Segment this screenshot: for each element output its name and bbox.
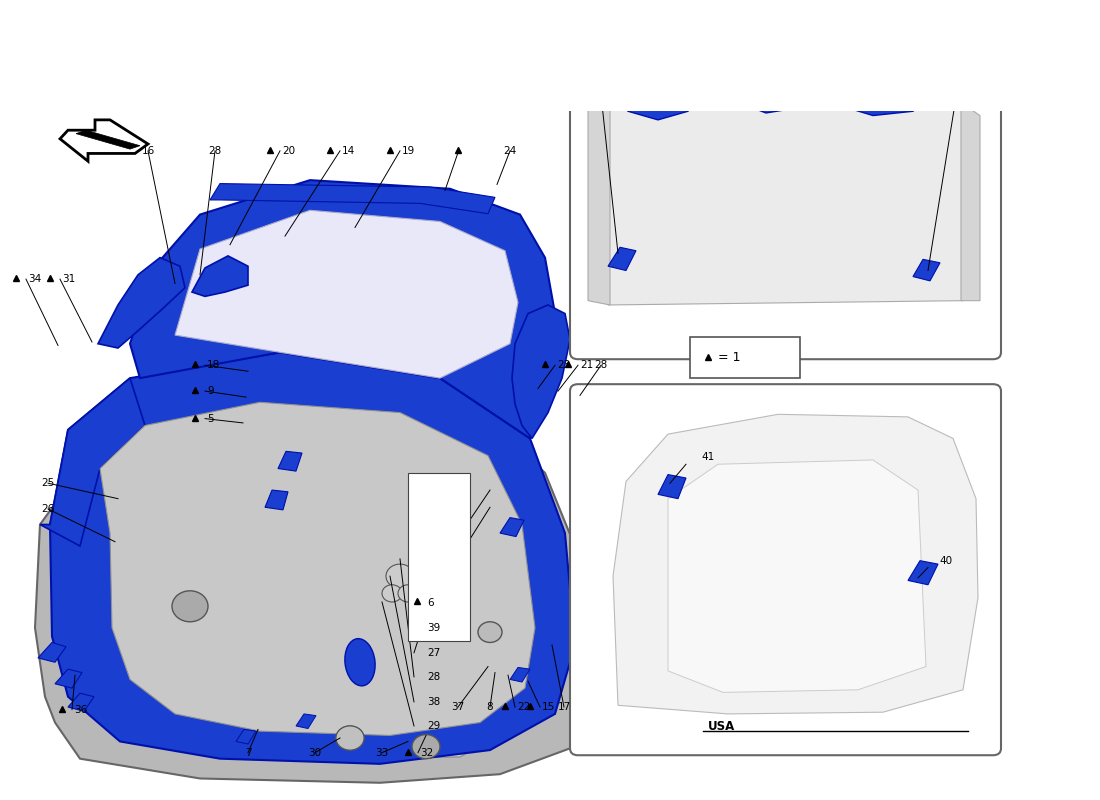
FancyBboxPatch shape	[408, 473, 470, 641]
Text: 8: 8	[486, 702, 493, 712]
Text: 26: 26	[42, 504, 55, 514]
Polygon shape	[588, 42, 610, 305]
Polygon shape	[913, 259, 940, 281]
Text: 38: 38	[427, 697, 440, 707]
Polygon shape	[500, 518, 524, 537]
Polygon shape	[100, 402, 535, 735]
Text: 29: 29	[427, 721, 440, 731]
FancyBboxPatch shape	[690, 337, 800, 378]
Text: 18: 18	[207, 360, 220, 370]
Polygon shape	[961, 102, 980, 301]
Polygon shape	[175, 210, 518, 378]
Text: 17: 17	[558, 702, 571, 712]
Polygon shape	[638, 78, 658, 107]
Text: 16: 16	[142, 146, 155, 156]
Text: 14: 14	[342, 146, 355, 156]
Ellipse shape	[345, 638, 375, 686]
Text: 41: 41	[702, 452, 715, 462]
Polygon shape	[510, 667, 530, 682]
Polygon shape	[236, 730, 256, 744]
Circle shape	[398, 585, 418, 602]
Circle shape	[386, 564, 414, 588]
Text: 24: 24	[504, 146, 517, 156]
Text: 20: 20	[282, 146, 295, 156]
Text: 22: 22	[517, 702, 530, 712]
Polygon shape	[80, 456, 535, 758]
Circle shape	[172, 590, 208, 622]
Text: 39: 39	[427, 623, 440, 633]
Polygon shape	[55, 669, 82, 688]
Polygon shape	[296, 714, 316, 729]
Text: 9: 9	[207, 386, 213, 396]
Polygon shape	[60, 120, 148, 161]
Circle shape	[382, 585, 402, 602]
Polygon shape	[50, 352, 575, 764]
Text: 5: 5	[207, 414, 213, 424]
Text: 28: 28	[427, 672, 440, 682]
Polygon shape	[68, 694, 94, 711]
Polygon shape	[668, 460, 926, 692]
Text: 15: 15	[542, 702, 556, 712]
Polygon shape	[613, 414, 978, 714]
Text: = 1: = 1	[718, 351, 740, 364]
Polygon shape	[848, 62, 873, 98]
Polygon shape	[512, 305, 570, 438]
Polygon shape	[658, 474, 686, 498]
Text: a passion for cars since 1985: a passion for cars since 1985	[180, 534, 440, 653]
Text: 21: 21	[580, 360, 593, 370]
Polygon shape	[39, 642, 66, 662]
Text: 34: 34	[28, 274, 42, 284]
Text: 32: 32	[420, 748, 433, 758]
Polygon shape	[76, 130, 140, 149]
Text: 28: 28	[594, 360, 607, 370]
Polygon shape	[210, 183, 495, 214]
Polygon shape	[40, 378, 145, 546]
Polygon shape	[278, 451, 303, 471]
Text: 33: 33	[375, 748, 388, 758]
Text: 6: 6	[427, 598, 433, 608]
Text: 37: 37	[451, 702, 464, 712]
Text: 25: 25	[42, 478, 55, 488]
Text: 36: 36	[74, 705, 87, 714]
Polygon shape	[908, 561, 938, 585]
Polygon shape	[130, 180, 556, 438]
Text: 7: 7	[244, 748, 251, 758]
Polygon shape	[728, 34, 813, 113]
Circle shape	[336, 726, 364, 750]
Polygon shape	[836, 35, 938, 115]
FancyBboxPatch shape	[570, 384, 1001, 755]
Text: 28: 28	[208, 146, 221, 156]
Text: 31: 31	[62, 274, 75, 284]
Polygon shape	[265, 490, 288, 510]
Circle shape	[478, 622, 502, 642]
Polygon shape	[628, 42, 698, 120]
Circle shape	[412, 734, 440, 758]
Polygon shape	[192, 256, 248, 296]
FancyBboxPatch shape	[570, 0, 1001, 359]
Text: 40: 40	[939, 556, 953, 566]
Text: 27: 27	[427, 648, 440, 658]
Text: USA: USA	[708, 720, 735, 734]
Polygon shape	[608, 247, 636, 270]
Polygon shape	[98, 258, 185, 348]
Circle shape	[336, 726, 364, 750]
Polygon shape	[740, 60, 766, 92]
Polygon shape	[35, 395, 590, 782]
Text: 30: 30	[308, 748, 321, 758]
Text: 23: 23	[557, 360, 570, 370]
Text: 19: 19	[402, 146, 416, 156]
Polygon shape	[608, 12, 962, 305]
